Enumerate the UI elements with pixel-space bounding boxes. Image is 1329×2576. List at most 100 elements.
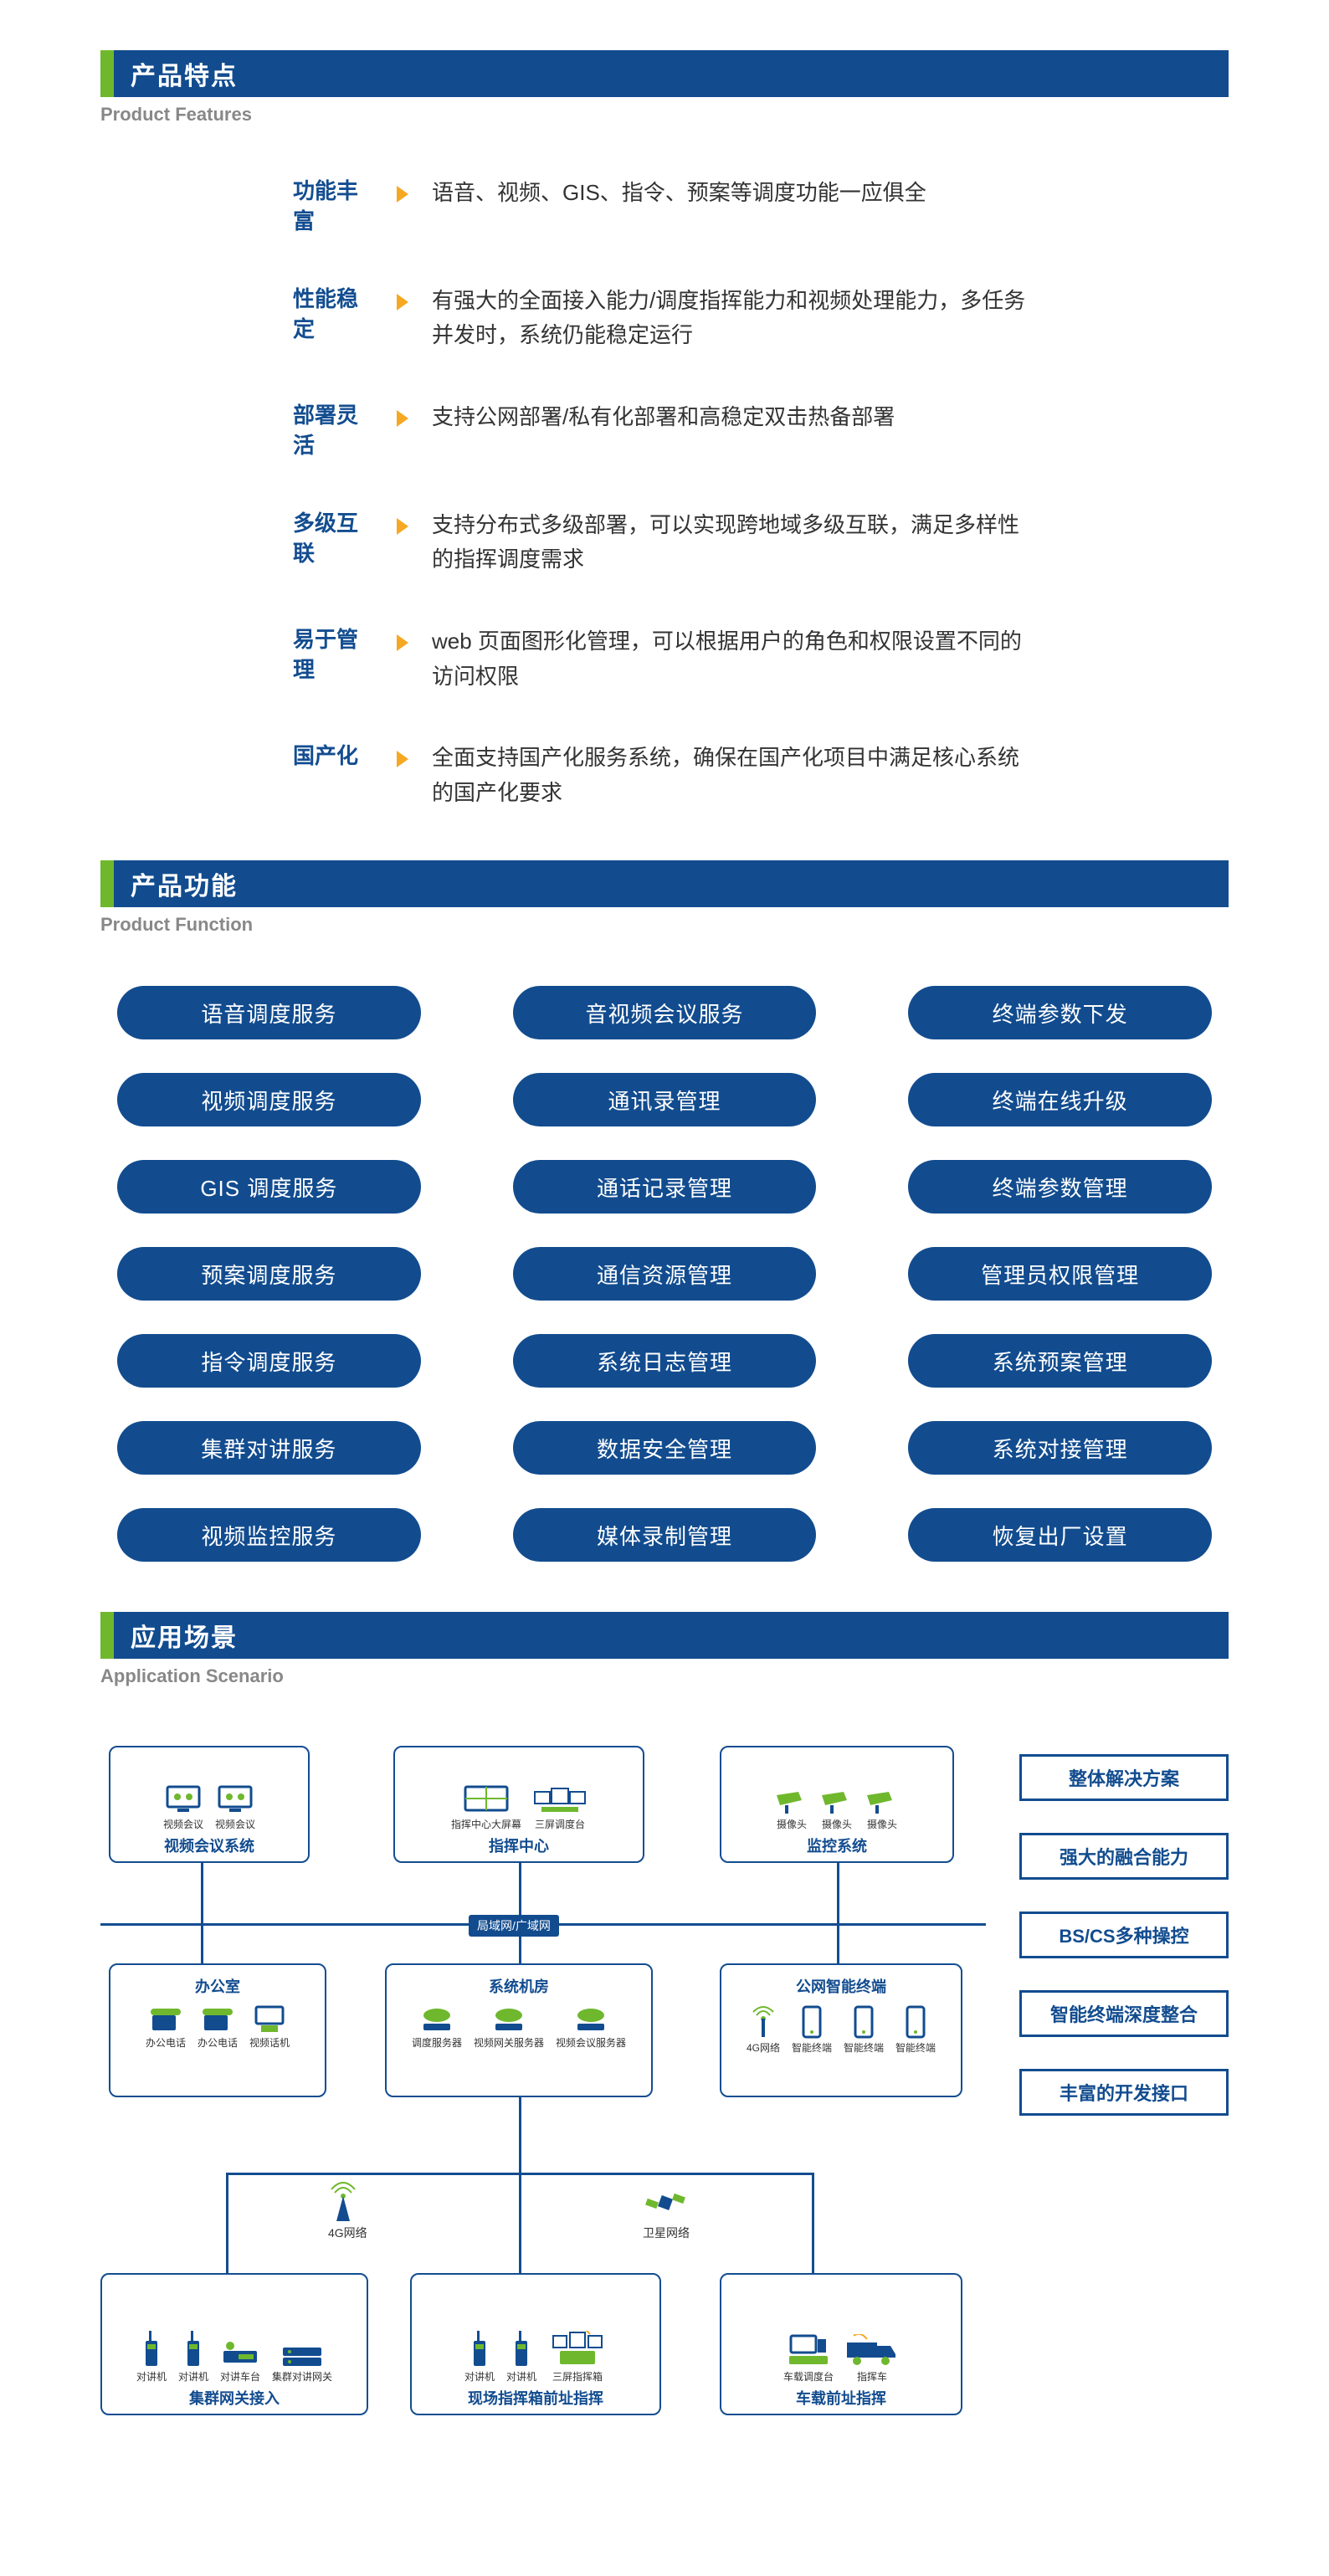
func-pill: 媒体录制管理 <box>513 1508 817 1562</box>
features-subtitle: Product Features <box>100 104 1229 126</box>
func-pill: 预案调度服务 <box>117 1247 421 1301</box>
feature-row: 功能丰富 语音、视频、GIS、指令、预案等调度功能一应俱全 <box>293 176 1036 237</box>
arrow-icon <box>397 294 408 310</box>
mobile-icon: 智能终端 <box>895 2005 936 2055</box>
phone-icon: 办公电话 <box>146 2005 186 2050</box>
node-monitor: 摄像头 摄像头 摄像头 监控系统 <box>720 1746 954 1863</box>
feature-desc: 支持分布式多级部署，可以实现跨地域多级互联，满足多样性的指挥调度需求 <box>432 508 1036 577</box>
connector-line <box>226 2173 228 2273</box>
arrow-icon <box>397 410 408 427</box>
node-server-room: 系统机房 调度服务器 视频网关服务器 视频会议服务器 <box>385 1963 653 2097</box>
functions-subtitle: Product Function <box>100 914 1229 936</box>
icon-label: 集群对讲网关 <box>272 2369 332 2384</box>
icon-label: 视频话机 <box>249 2035 290 2050</box>
connector-line <box>837 1863 839 1923</box>
node-office: 办公室 办公电话 办公电话 视频话机 <box>109 1963 326 2097</box>
arrow-icon <box>397 518 408 535</box>
arrow-icon <box>397 634 408 651</box>
func-pill: 恢复出厂设置 <box>908 1508 1212 1562</box>
features-header: 产品特点 <box>100 50 1229 97</box>
func-pill: 通信资源管理 <box>513 1247 817 1301</box>
icon-label: 办公电话 <box>198 2035 238 2050</box>
feature-label: 多级互联 <box>293 508 377 569</box>
func-pill: 通话记录管理 <box>513 1160 817 1214</box>
video-phone-icon: 视频话机 <box>249 2005 290 2050</box>
icon-label: 视频网关服务器 <box>474 2035 544 2050</box>
func-pill: 终端参数下发 <box>908 986 1212 1039</box>
feature-desc: 全面支持国产化服务系统，确保在国产化项目中满足核心系统的国产化要求 <box>432 741 1036 810</box>
feature-desc: 语音、视频、GIS、指令、预案等调度功能一应俱全 <box>432 176 1036 211</box>
func-pill: 数据安全管理 <box>513 1421 817 1475</box>
satellite-icon <box>644 2185 686 2222</box>
icon-label: 对讲机 <box>506 2369 536 2384</box>
icon-label: 对讲机 <box>464 2369 495 2384</box>
connector-line <box>812 2173 814 2273</box>
node-field-command: 对讲机 对讲机 三屏指挥箱 现场指挥箱前址指挥 <box>410 2273 661 2415</box>
walkie-icon: 对讲机 <box>136 2331 167 2384</box>
vehicle-radio-icon: 对讲车台 <box>220 2339 260 2384</box>
command-box-icon: 三屏指挥箱 <box>548 2331 607 2384</box>
icon-label: 车载调度台 <box>783 2369 834 2384</box>
connector-line <box>519 2097 521 2173</box>
icon-label: 视频会议 <box>163 1817 203 1831</box>
feature-desc: web 页面图形化管理，可以根据用户的角色和权限设置不同的访问权限 <box>432 624 1036 694</box>
icon-label: 三屏调度台 <box>535 1817 585 1831</box>
server-icon: 视频会议服务器 <box>556 2005 626 2050</box>
side-tag: BS/CS多种操控 <box>1019 1911 1229 1958</box>
func-pill: 系统对接管理 <box>908 1421 1212 1475</box>
triple-screen-icon: 三屏调度台 <box>533 1785 587 1831</box>
node-title: 指挥中心 <box>489 1835 549 1856</box>
node-video-conf: 视频会议 视频会议 视频会议系统 <box>109 1746 310 1863</box>
icon-label: 对讲机 <box>178 2369 208 2384</box>
antenna-4g-icon <box>326 2181 360 2223</box>
gateway-icon: 集群对讲网关 <box>272 2339 332 2384</box>
phone-icon: 办公电话 <box>198 2005 238 2050</box>
icon-label: 摄像头 <box>822 1817 852 1831</box>
icon-label: 三屏指挥箱 <box>552 2369 603 2384</box>
node-title: 系统机房 <box>489 1975 549 1997</box>
icon-label: 对讲机 <box>136 2369 167 2384</box>
antenna-icon: 4G网络 <box>747 2005 780 2055</box>
feature-label: 部署灵活 <box>293 400 377 461</box>
feature-desc: 有强大的全面接入能力/调度指挥能力和视频处理能力，多任务并发时，系统仍能稳定运行 <box>432 284 1036 353</box>
mobile-icon: 智能终端 <box>844 2005 884 2055</box>
func-pill: 终端参数管理 <box>908 1160 1212 1214</box>
feature-row: 性能稳定 有强大的全面接入能力/调度指挥能力和视频处理能力，多任务并发时，系统仍… <box>293 284 1036 353</box>
console-icon: 车载调度台 <box>783 2334 834 2384</box>
side-tags: 整体解决方案 强大的融合能力 BS/CS多种操控 智能终端深度整合 丰富的开发接… <box>1019 1729 1229 2432</box>
scenario-section: 应用场景 Application Scenario 局域网/广域网 <box>100 1612 1229 2432</box>
side-tag: 丰富的开发接口 <box>1019 2069 1229 2116</box>
scenario-title: 应用场景 <box>131 1617 238 1654</box>
net-4g-label: 4G网络 <box>328 2224 367 2241</box>
walkie-icon: 对讲机 <box>464 2331 495 2384</box>
node-title: 公网智能终端 <box>796 1975 886 1997</box>
icon-label: 视频会议 <box>215 1817 255 1831</box>
camera-icon: 摄像头 <box>775 1790 808 1831</box>
func-pill: GIS 调度服务 <box>117 1160 421 1214</box>
side-tag: 整体解决方案 <box>1019 1754 1229 1801</box>
server-icon: 调度服务器 <box>412 2005 462 2050</box>
icon-label: 智能终端 <box>844 2040 884 2055</box>
func-pill: 系统预案管理 <box>908 1334 1212 1388</box>
functions-header: 产品功能 <box>100 860 1229 907</box>
network-label-chip: 局域网/广域网 <box>469 1915 559 1937</box>
functions-grid: 语音调度服务 音视频会议服务 终端参数下发 视频调度服务 通讯录管理 终端在线升… <box>100 936 1229 1562</box>
node-title: 监控系统 <box>807 1835 867 1856</box>
net-sat-label: 卫星网络 <box>643 2224 690 2241</box>
walkie-icon: 对讲机 <box>178 2331 208 2384</box>
icon-label: 智能终端 <box>792 2040 832 2055</box>
mobile-icon: 智能终端 <box>792 2005 832 2055</box>
func-pill: 通讯录管理 <box>513 1073 817 1126</box>
scenario-diagram: 局域网/广域网 视频会议 视频会议 视频会议系统 <box>100 1729 986 2432</box>
node-title: 集群网关接入 <box>189 2387 280 2409</box>
camera-icon: 摄像头 <box>865 1790 899 1831</box>
scenario-subtitle: Application Scenario <box>100 1665 1229 1687</box>
truck-icon: 指挥车 <box>845 2334 899 2384</box>
func-pill: 系统日志管理 <box>513 1334 817 1388</box>
feature-row: 国产化 全面支持国产化服务系统，确保在国产化项目中满足核心系统的国产化要求 <box>293 741 1036 810</box>
video-conf-icon: 视频会议 <box>215 1785 255 1831</box>
func-pill: 管理员权限管理 <box>908 1247 1212 1301</box>
node-cluster-gateway: 对讲机 对讲机 对讲车台 集群对讲网关 集群网关接入 <box>100 2273 368 2415</box>
node-title: 办公室 <box>195 1975 240 1997</box>
functions-section: 产品功能 Product Function 语音调度服务 音视频会议服务 终端参… <box>100 860 1229 1562</box>
